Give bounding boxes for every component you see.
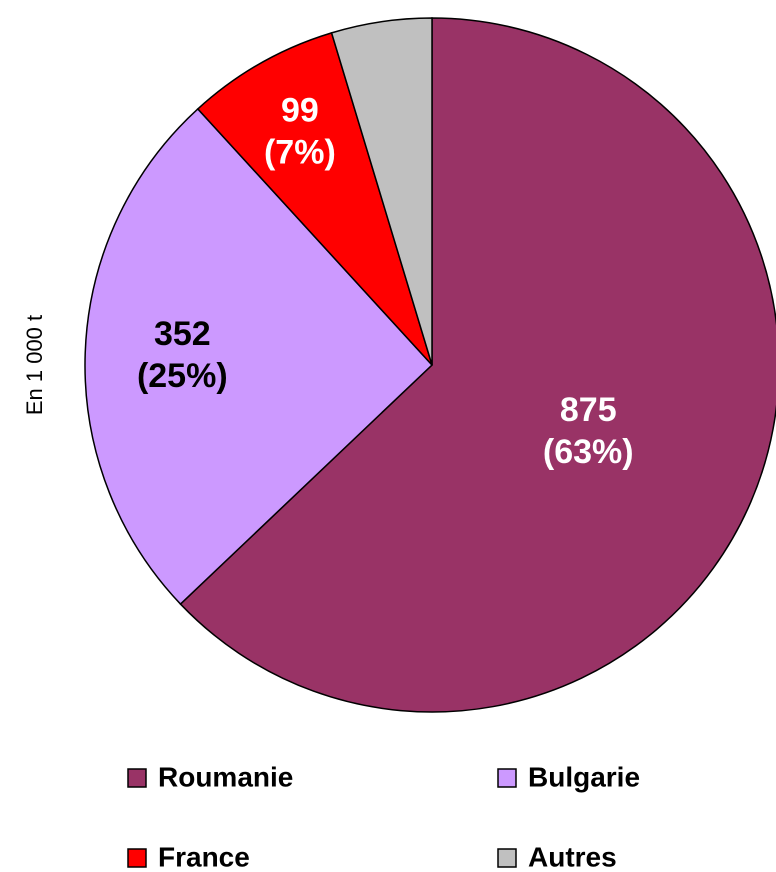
data-label-percent: (25%) xyxy=(137,357,228,395)
pie-slice xyxy=(196,31,433,366)
legend-label: France xyxy=(158,841,250,872)
legend-label: Autres xyxy=(528,841,617,872)
pie-slice xyxy=(330,17,433,366)
legend-swatch xyxy=(497,848,517,868)
data-label: 352 xyxy=(154,315,211,353)
legend-swatch xyxy=(127,848,147,868)
pie-slice xyxy=(84,107,434,606)
axis-label: En 1 000 t xyxy=(22,315,47,415)
legend-swatch xyxy=(127,768,147,788)
data-label-percent: (7%) xyxy=(264,134,336,172)
legend-label: Bulgarie xyxy=(528,761,640,792)
data-label: 875 xyxy=(560,391,617,429)
data-label: 99 xyxy=(281,92,319,130)
legend-label: Roumanie xyxy=(158,761,293,792)
pie-slice xyxy=(179,17,776,713)
legend-swatch xyxy=(497,768,517,788)
data-label-percent: (63%) xyxy=(543,433,634,471)
